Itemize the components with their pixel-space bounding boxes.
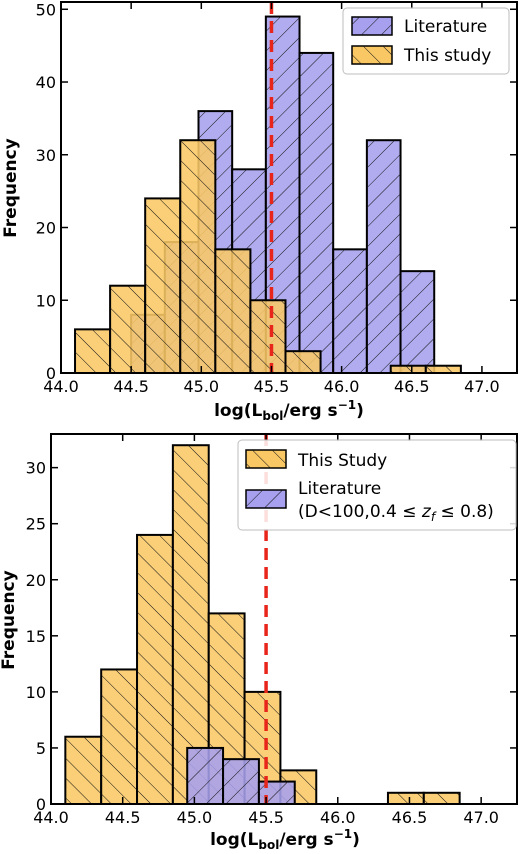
x-tick-label: 44.0 bbox=[33, 808, 69, 827]
bar-hatch-this-study-10 bbox=[425, 365, 461, 373]
bar-hatch-this-study-0 bbox=[75, 329, 111, 373]
y-tick-label: 25 bbox=[26, 515, 46, 534]
y-tick-label: 5 bbox=[36, 739, 46, 758]
bar-hatch-this-study-2 bbox=[145, 198, 181, 373]
y-tick-label: 10 bbox=[26, 683, 46, 702]
bottom-bars bbox=[64, 444, 461, 804]
y-tick-label: 30 bbox=[26, 459, 46, 478]
legend-label-this-study: This Study bbox=[297, 451, 387, 471]
y-tick-label: 0 bbox=[36, 795, 46, 814]
y-ticks: 0 10 20 30 40 50 bbox=[36, 0, 517, 383]
y-ticks: 0 5 10 15 20 25 30 bbox=[26, 459, 517, 814]
x-axis-label: log(Lbol/erg s−1) bbox=[214, 398, 364, 423]
legend-label-literature-subset: (D<100,0.4 ≤ zf ≤ 0.8) bbox=[298, 502, 494, 524]
legend-label-literature: Literature bbox=[404, 17, 487, 37]
y-tick-label: 30 bbox=[36, 146, 56, 165]
y-axis-label: Frequency bbox=[0, 570, 19, 670]
bar-hatch-literature-6 bbox=[333, 249, 367, 373]
x-tick-label: 45.5 bbox=[254, 377, 290, 396]
x-tick-label: 44.5 bbox=[113, 377, 149, 396]
x-tick-label: 46.5 bbox=[392, 808, 428, 827]
legend: This Study Literature (D<100,0.4 ≤ zf ≤ … bbox=[237, 439, 517, 531]
bar-hatch-this-study-6 bbox=[285, 351, 321, 373]
plot-frame bbox=[60, 1, 518, 374]
bar-hatch-this-study-1 bbox=[110, 285, 146, 373]
bar-hatch-this-study-3 bbox=[180, 140, 216, 373]
y-tick-label: 0 bbox=[46, 364, 56, 383]
bar-hatch-this-study-1 bbox=[101, 669, 138, 804]
x-axis-label: log(Lbol/erg s−1) bbox=[210, 827, 360, 852]
bar-hatch-literature-0 bbox=[187, 747, 224, 804]
x-tick-label: 46.5 bbox=[394, 377, 430, 396]
bar-hatch-this-study-0 bbox=[65, 736, 102, 804]
x-tick-label: 45.0 bbox=[183, 377, 219, 396]
bar-hatch-literature-8 bbox=[400, 271, 435, 373]
y-tick-label: 50 bbox=[36, 0, 56, 19]
bar-hatch-literature-5 bbox=[299, 52, 334, 373]
x-tick-label: 46.0 bbox=[320, 808, 356, 827]
y-tick-label: 40 bbox=[36, 73, 56, 92]
bar-hatch-this-study-4 bbox=[215, 249, 251, 373]
bar-hatch-literature-1 bbox=[223, 759, 259, 804]
y-tick-label: 10 bbox=[36, 291, 56, 310]
y-tick-label: 20 bbox=[26, 571, 46, 590]
x-tick-label: 46.0 bbox=[324, 377, 360, 396]
x-ticks: 44.0 44.5 45.0 45.5 46.0 46.5 47.0 bbox=[33, 434, 499, 827]
y-tick-label: 15 bbox=[26, 627, 46, 646]
x-tick-label: 47.0 bbox=[463, 808, 499, 827]
legend: Literature This study bbox=[342, 7, 510, 75]
legend-label-this-study: This study bbox=[403, 46, 491, 66]
bar-hatch-this-study-9 bbox=[387, 792, 424, 804]
x-tick-label: 44.0 bbox=[43, 377, 79, 396]
plot-frame bbox=[50, 433, 518, 805]
bar-hatch-this-study-5 bbox=[250, 300, 286, 373]
bar-hatch-literature-2 bbox=[258, 781, 295, 804]
bar-hatch-this-study-3 bbox=[172, 445, 209, 804]
y-axis-label: Frequency bbox=[1, 138, 21, 238]
legend-label-literature: Literature bbox=[298, 479, 381, 499]
x-tick-label: 45.0 bbox=[177, 808, 213, 827]
y-tick-label: 20 bbox=[36, 219, 56, 238]
x-tick-label: 45.5 bbox=[248, 808, 284, 827]
bar-hatch-this-study-10 bbox=[423, 792, 460, 804]
bar-hatch-this-study-2 bbox=[137, 534, 173, 804]
bar-hatch-this-study-9 bbox=[390, 365, 426, 373]
bar-hatch-literature-7 bbox=[366, 140, 401, 373]
x-ticks: 44.0 44.5 45.0 45.5 46.0 46.5 47.0 bbox=[43, 2, 500, 396]
bottom-histogram-panel: 44.0 44.5 45.0 45.5 46.0 46.5 47.0 0 5 10 15 20 25 3… bbox=[0, 433, 518, 852]
x-tick-label: 47.0 bbox=[464, 377, 500, 396]
top-histogram-panel: 44.0 44.5 45.0 45.5 46.0 46.5 47.0 0 10 20 30 40 50… bbox=[1, 0, 518, 423]
x-tick-label: 44.5 bbox=[105, 808, 141, 827]
